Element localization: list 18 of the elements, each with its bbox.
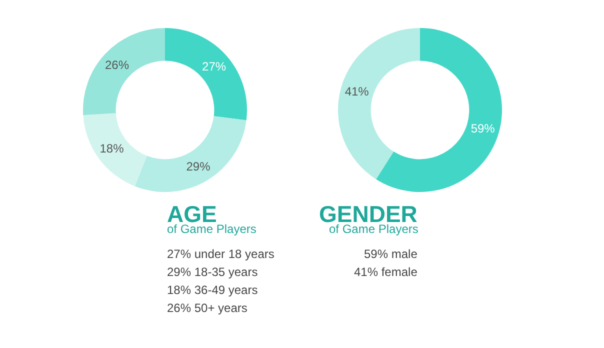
donut-slice xyxy=(376,28,502,192)
data-label: 29% xyxy=(186,159,211,174)
donut-slice xyxy=(338,28,420,180)
donut-slice xyxy=(83,113,147,186)
text: 29% 18-35 years xyxy=(167,265,258,279)
data-label: 18% xyxy=(100,142,124,156)
text: 27% under 18 years xyxy=(167,247,274,261)
donut-slice xyxy=(165,28,247,120)
text: 41% female xyxy=(354,265,418,279)
data-label: 27% xyxy=(202,60,226,74)
data-label: 41% xyxy=(344,84,370,99)
data-label: 26% xyxy=(105,58,130,72)
text: 59% male xyxy=(364,247,418,261)
donut-slice xyxy=(134,116,246,192)
donut-slice xyxy=(83,28,165,116)
text: 26% 50+ years xyxy=(167,301,248,315)
data-label: 59% xyxy=(470,121,496,136)
text: 18% 36-49 years xyxy=(167,283,258,297)
